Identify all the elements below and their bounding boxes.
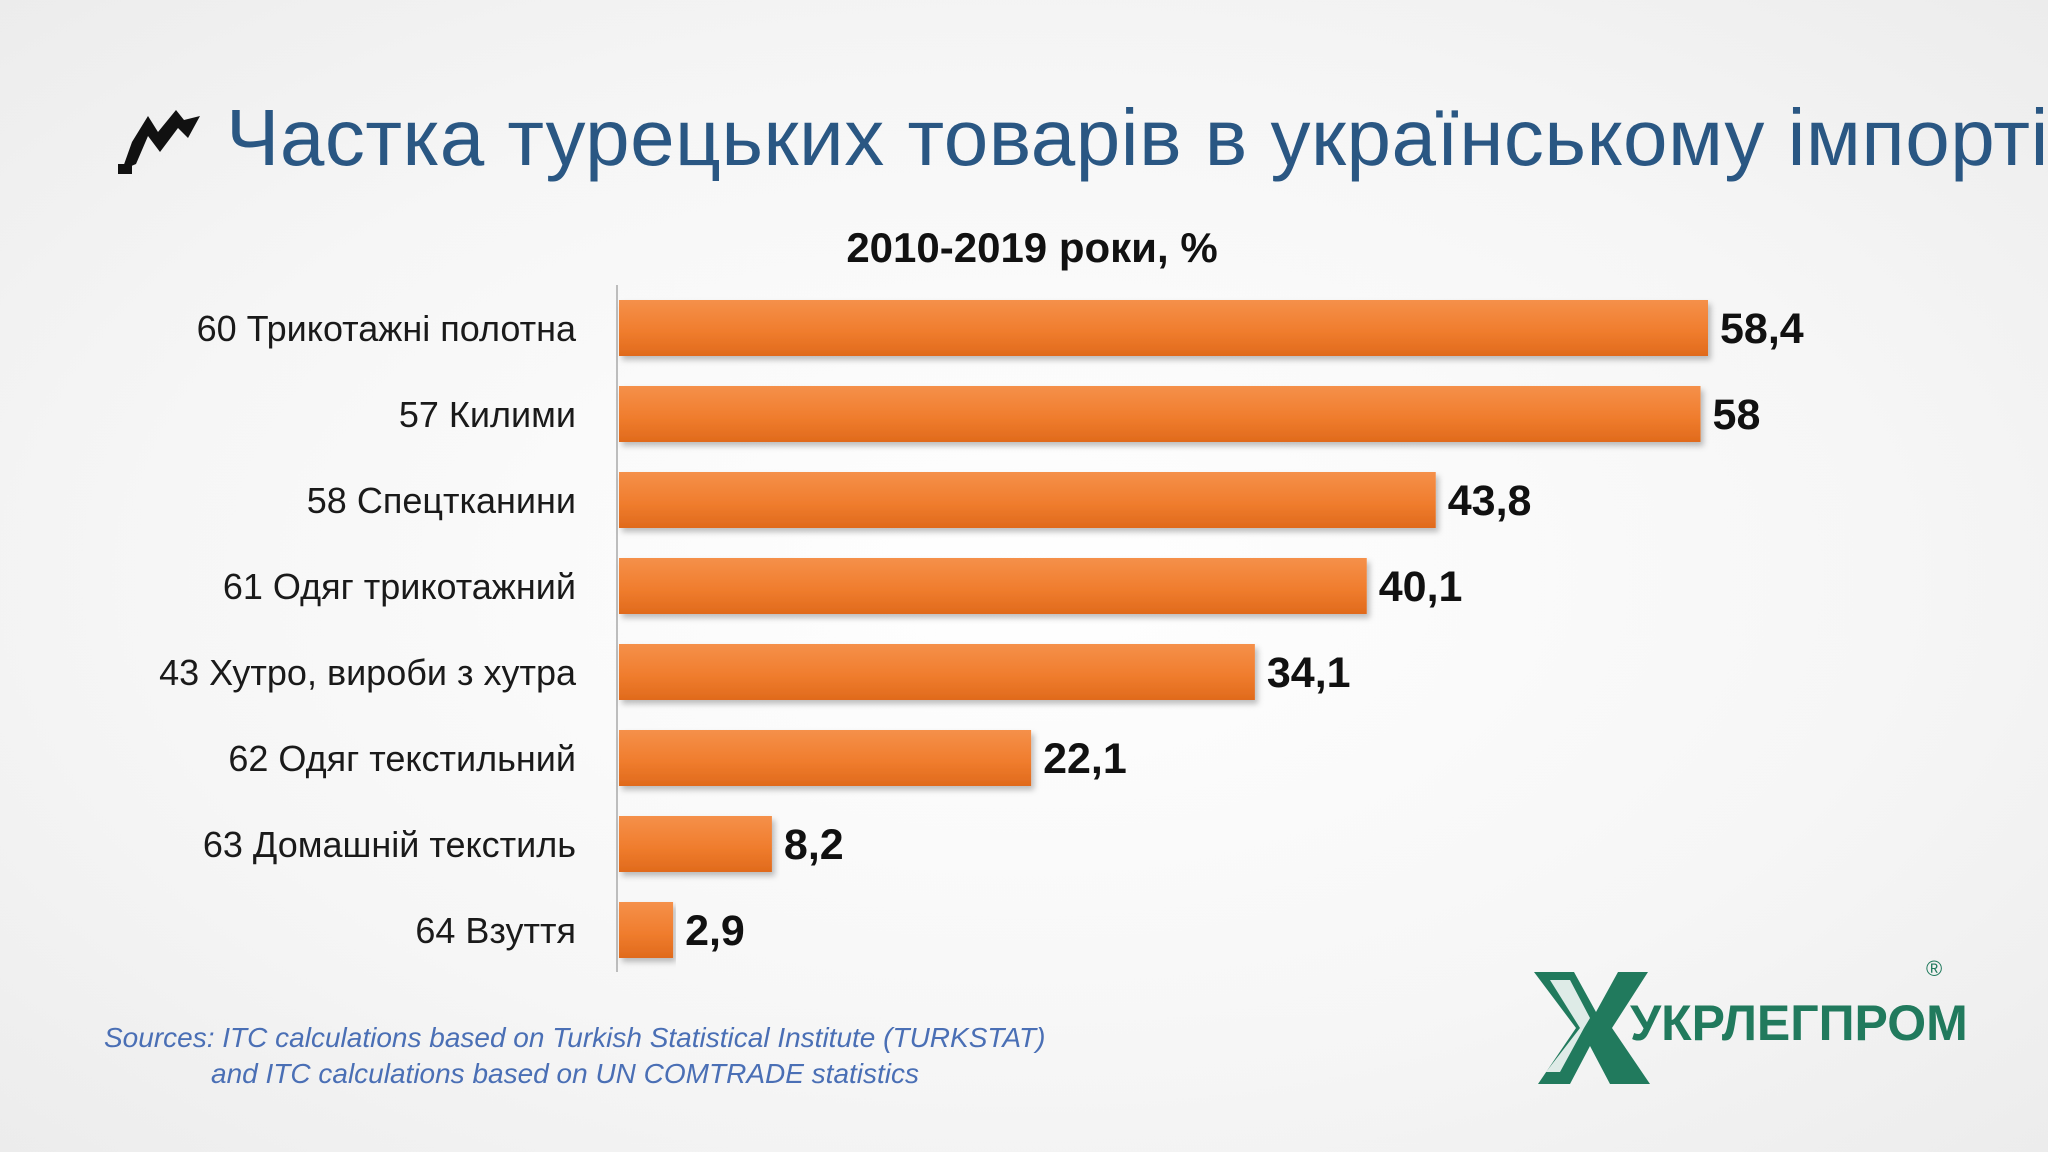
category-label-5: 62 Одяг текстильний [228,738,576,779]
sources-line-1: Sources: ITC calculations based on Turki… [104,1022,1046,1053]
value-label-5: 22,1 [1043,735,1127,783]
value-label-2: 43,8 [1448,477,1532,525]
chart-subtitle: 2010-2019 роки, % [846,224,1217,271]
category-label-0: 60 Трикотажні полотна [197,308,577,349]
value-label-6: 8,2 [784,821,844,869]
value-label-7: 2,9 [685,907,745,955]
bars-group: 60 Трикотажні полотна 58,4 57 Килими 58 58 С… [159,300,1804,958]
category-label-3: 61 Одяг трикотажний [223,566,576,607]
value-label-0: 58,4 [1720,305,1804,353]
category-label-1: 57 Килими [399,394,576,435]
bar-6 [619,816,772,872]
category-label-4: 43 Хутро, вироби з хутра [159,652,577,693]
ukrlegprom-logo: УКРЛЕГПРОМ ® [1530,956,1970,1092]
bar-3 [619,558,1367,614]
bar-4 [619,644,1255,700]
sources-line-2: and ITC calculations based on UN COMTRAD… [211,1058,920,1089]
category-label-7: 64 Взуття [415,910,576,951]
category-label-2: 58 Спецтканини [307,480,576,521]
bar-2 [619,472,1436,528]
value-label-4: 34,1 [1267,649,1351,697]
logo-text: УКРЛЕГПРОМ [1630,995,1968,1051]
bar-1 [619,386,1701,442]
bar-0 [619,300,1708,356]
value-label-1: 58 [1713,391,1761,439]
bar-5 [619,730,1032,786]
page-title: Частка турецьких товарів в українському … [226,93,2048,182]
x-monogram-icon [1534,972,1650,1084]
bar-7 [619,902,674,958]
title-row: Частка турецьких товарів в українському … [118,88,2048,188]
value-label-3: 40,1 [1379,563,1463,611]
category-label-6: 63 Домашній текстиль [203,824,576,865]
arrow-swoosh-icon [118,110,200,174]
registered-mark: ® [1926,956,1943,981]
sources-note: Sources: ITC calculations based on Turki… [104,1020,1045,1092]
